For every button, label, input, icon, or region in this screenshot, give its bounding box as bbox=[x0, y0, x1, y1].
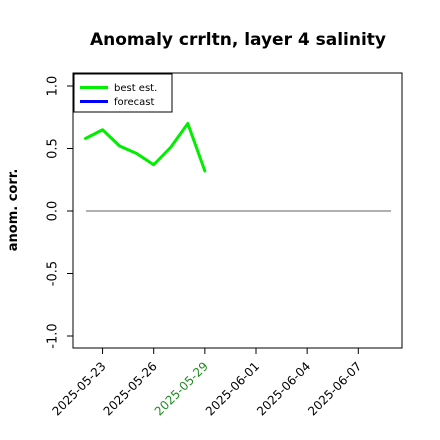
legend-label-forecast: forecast bbox=[114, 97, 155, 108]
series-line-0 bbox=[84, 122, 207, 173]
series-layer bbox=[84, 122, 207, 173]
x-tick-label: 2025-06-01 bbox=[203, 359, 262, 418]
y-tick-label: 1.0 bbox=[46, 76, 61, 97]
x-tick-label: 2025-06-07 bbox=[305, 359, 364, 418]
legend-box bbox=[73, 73, 173, 113]
legend-label-best-est: best est. bbox=[114, 83, 157, 94]
y-tick-label: 0.5 bbox=[46, 138, 61, 159]
y-tick-label: -0.5 bbox=[46, 261, 61, 286]
chart-title: Anomaly crrltn, layer 4 salinity bbox=[90, 30, 386, 50]
x-tick-label: 2025-05-26 bbox=[101, 359, 160, 418]
y-axis-label: anom. corr. bbox=[6, 169, 21, 252]
x-tick-label: 2025-05-23 bbox=[49, 359, 108, 418]
legend: best est. forecast bbox=[73, 73, 173, 113]
y-axis: -1.0 -0.5 0.0 0.5 1.0 bbox=[46, 76, 73, 349]
y-tick-label: -1.0 bbox=[46, 323, 61, 348]
x-tick-label: 2025-05-29 bbox=[152, 359, 211, 418]
x-tick-label: 2025-06-04 bbox=[254, 359, 313, 418]
y-tick-label: 0.0 bbox=[46, 201, 61, 222]
x-axis: 2025-05-232025-05-262025-05-292025-06-01… bbox=[49, 348, 364, 418]
